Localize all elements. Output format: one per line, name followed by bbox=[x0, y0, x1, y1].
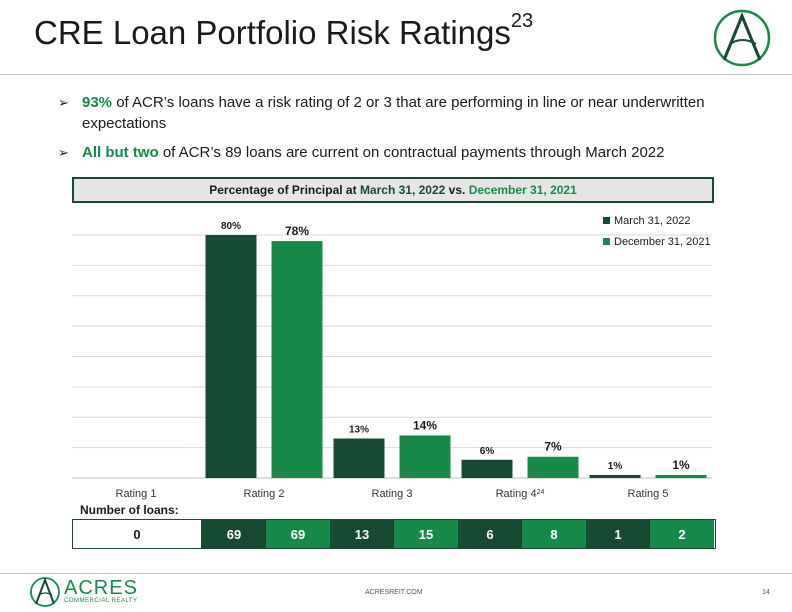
bar bbox=[527, 456, 579, 478]
loan-count-cell: 13 bbox=[330, 520, 394, 548]
data-label: 80% bbox=[221, 221, 241, 232]
footer-divider bbox=[0, 573, 792, 574]
bar bbox=[399, 435, 451, 478]
x-tick-footnote: 24 bbox=[537, 489, 545, 496]
legend-label: March 31, 2022 bbox=[614, 215, 690, 227]
legend-swatch bbox=[603, 217, 610, 224]
loan-count-cell: 1 bbox=[586, 520, 650, 548]
bar bbox=[205, 235, 257, 478]
acres-logo-icon bbox=[713, 9, 771, 67]
bullet-text: of ACR’s 89 loans are current on contrac… bbox=[158, 144, 665, 161]
page-title-text: CRE Loan Portfolio Risk Ratings bbox=[34, 14, 511, 51]
bullet-highlight: All but two bbox=[82, 144, 159, 161]
chart-header-prefix: Percentage of Principal at bbox=[209, 183, 360, 197]
arrow-bullet-icon: ➢ bbox=[58, 95, 69, 110]
x-tick-label: Rating 424 bbox=[496, 488, 545, 500]
acres-footer-logo-icon bbox=[30, 577, 60, 607]
loan-count-cell: 6 bbox=[458, 520, 522, 548]
chart-header: Percentage of Principal at March 31, 202… bbox=[72, 177, 714, 203]
loan-count-cell: 15 bbox=[394, 520, 458, 548]
loan-count-cell: 69 bbox=[202, 520, 266, 548]
bullet-highlight: 93% bbox=[82, 94, 113, 111]
data-label: 78% bbox=[285, 224, 309, 238]
bullet-list: ➢ 93% of ACR’s loans have a risk rating … bbox=[58, 92, 758, 171]
legend-swatch bbox=[603, 238, 610, 245]
bullet-item: ➢ 93% of ACR’s loans have a risk rating … bbox=[58, 92, 758, 134]
x-tick-label: Rating 1 bbox=[116, 488, 157, 500]
page-number: 14 bbox=[762, 589, 770, 596]
data-label: 6% bbox=[480, 446, 495, 457]
bar bbox=[271, 241, 323, 478]
x-tick-label: Rating 2 bbox=[244, 488, 285, 500]
chart-header-mid: vs. bbox=[445, 183, 469, 197]
loans-label: Number of loans: bbox=[80, 503, 179, 517]
loan-count-cell: 0 bbox=[73, 520, 202, 548]
data-label: 14% bbox=[413, 418, 437, 432]
data-label: 13% bbox=[349, 425, 369, 436]
loan-count-cell: 2 bbox=[650, 520, 714, 548]
bar bbox=[333, 438, 385, 478]
bar bbox=[461, 459, 513, 478]
legend-label: December 31, 2021 bbox=[614, 236, 711, 248]
footer-subbrand: COMMERCIAL REALTY bbox=[64, 598, 138, 604]
footer-brand: ACRES bbox=[64, 577, 138, 599]
footer-url[interactable]: ACRESREIT.COM bbox=[365, 589, 423, 596]
loan-count-cell: 69 bbox=[266, 520, 330, 548]
title-footnote: 23 bbox=[510, 10, 534, 32]
data-label: 7% bbox=[544, 440, 562, 454]
arrow-bullet-icon: ➢ bbox=[58, 145, 69, 160]
loan-count-cell: 8 bbox=[522, 520, 586, 548]
page-title: CRE Loan Portfolio Risk Ratings23 bbox=[34, 10, 533, 52]
bar bbox=[655, 474, 707, 478]
chart-header-date2: December 31, 2021 bbox=[468, 183, 577, 197]
data-label: 1% bbox=[608, 461, 623, 472]
data-label: 1% bbox=[672, 458, 690, 472]
chart-header-date1: March 31, 2022 bbox=[359, 183, 446, 197]
title-divider bbox=[0, 74, 792, 75]
loans-table: 0 69 69 13 15 6 8 1 2 bbox=[72, 519, 716, 549]
bar bbox=[589, 474, 641, 478]
x-tick-label: Rating 5 bbox=[628, 488, 669, 500]
bar-chart: Rating 1 80% 78% Rating 2 13% 14% Rating 3 6% 7%… bbox=[72, 215, 712, 500]
bullet-text: of ACR’s loans have a risk rating of 2 o… bbox=[82, 94, 705, 132]
x-tick-label: Rating 3 bbox=[372, 488, 413, 500]
bullet-item: ➢ All but two of ACR’s 89 loans are curr… bbox=[58, 142, 758, 163]
